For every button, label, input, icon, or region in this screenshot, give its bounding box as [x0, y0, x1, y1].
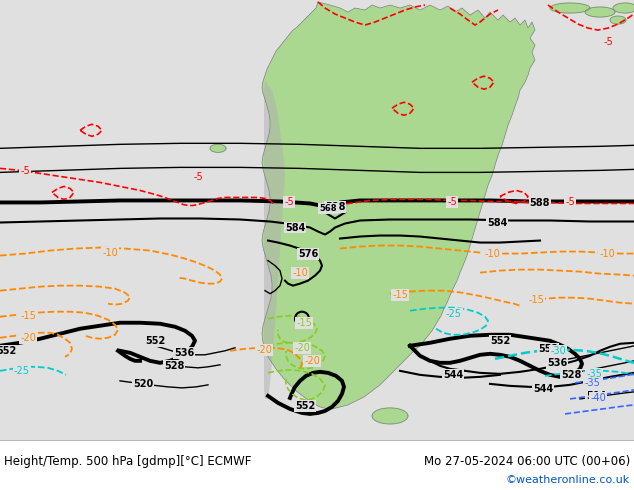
Text: 544: 544 [533, 384, 553, 394]
Text: -10: -10 [102, 247, 118, 258]
Polygon shape [550, 3, 590, 13]
Text: -5: -5 [447, 197, 457, 207]
Polygon shape [262, 2, 535, 409]
Text: 576: 576 [298, 248, 318, 259]
Text: Height/Temp. 500 hPa [gdmp][°C] ECMWF: Height/Temp. 500 hPa [gdmp][°C] ECMWF [4, 455, 251, 468]
Text: -15: -15 [528, 294, 544, 305]
Text: -35: -35 [586, 369, 602, 379]
Text: ©weatheronline.co.uk: ©weatheronline.co.uk [506, 475, 630, 485]
Text: -25: -25 [14, 366, 30, 376]
Text: 536: 536 [547, 358, 567, 368]
Text: 588: 588 [325, 202, 346, 213]
Text: -20: -20 [20, 333, 36, 343]
Text: 552: 552 [0, 346, 16, 356]
Text: -5: -5 [20, 167, 30, 176]
Text: 584: 584 [285, 222, 305, 233]
Text: -10: -10 [292, 268, 308, 278]
Text: 528: 528 [561, 370, 581, 380]
Text: -5: -5 [603, 37, 613, 47]
Polygon shape [0, 441, 634, 490]
Text: -5: -5 [193, 172, 203, 182]
Text: 536: 536 [174, 348, 194, 358]
Polygon shape [210, 145, 226, 152]
Text: 568: 568 [320, 204, 337, 213]
Text: 552: 552 [145, 336, 165, 346]
Text: 552: 552 [538, 344, 558, 354]
Text: -20: -20 [304, 356, 320, 366]
Text: -25: -25 [446, 309, 462, 318]
Text: 552: 552 [295, 401, 315, 411]
Text: -10: -10 [599, 248, 615, 259]
Text: 584: 584 [487, 218, 507, 227]
Text: -15: -15 [20, 311, 36, 321]
Polygon shape [610, 16, 626, 24]
Polygon shape [585, 7, 615, 17]
Text: -40: -40 [590, 393, 606, 403]
Polygon shape [372, 408, 408, 424]
Text: -5: -5 [284, 197, 294, 207]
Text: -15: -15 [296, 318, 312, 328]
Text: 552: 552 [490, 336, 510, 346]
Polygon shape [264, 80, 285, 399]
Text: -20: -20 [294, 343, 310, 353]
Text: 520: 520 [133, 379, 153, 389]
Polygon shape [613, 3, 634, 13]
Text: -15: -15 [392, 290, 408, 300]
Text: 504: 504 [586, 391, 606, 401]
Text: -20: -20 [256, 345, 272, 355]
Text: -30: -30 [550, 346, 566, 356]
Text: -5: -5 [565, 197, 575, 207]
Text: 528: 528 [164, 361, 184, 371]
Text: 588: 588 [530, 198, 550, 208]
Text: 544: 544 [443, 370, 463, 380]
Text: Mo 27-05-2024 06:00 UTC (00+06): Mo 27-05-2024 06:00 UTC (00+06) [424, 455, 630, 468]
Text: -35: -35 [584, 378, 600, 388]
Text: -10: -10 [484, 248, 500, 259]
